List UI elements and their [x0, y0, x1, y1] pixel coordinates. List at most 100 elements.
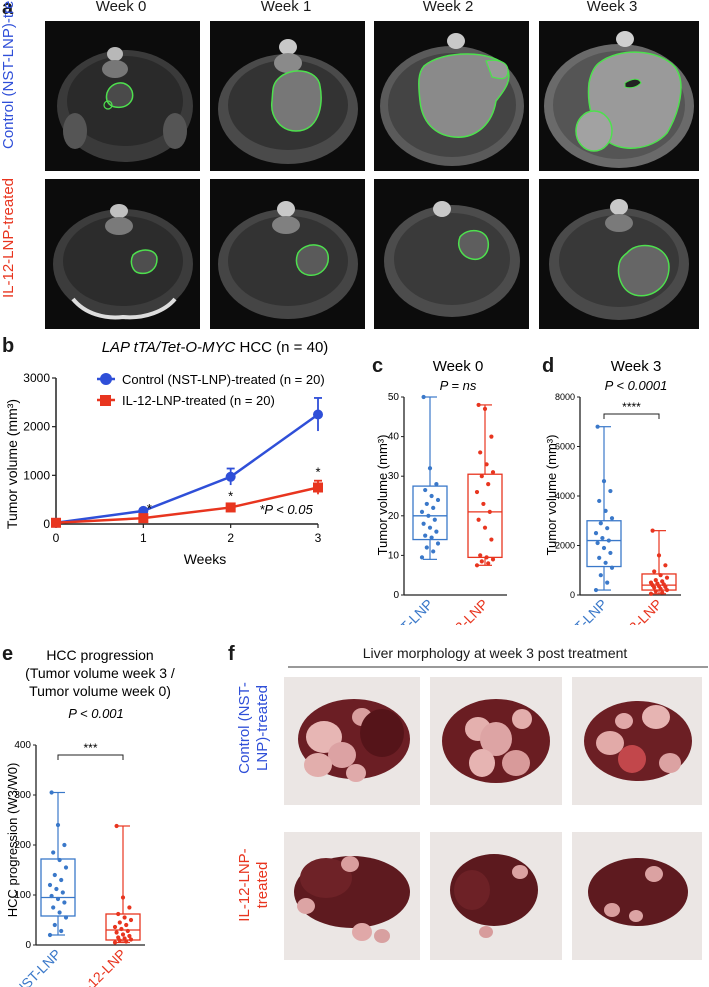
box-point: [476, 517, 481, 522]
box-ytick-label: 0: [393, 590, 399, 601]
box-point: [114, 930, 119, 935]
row-label-f-control-line1: Control (NST-: [236, 682, 253, 774]
chart-e-title-line1: HCC progression: [46, 647, 153, 663]
box-point: [419, 509, 425, 514]
box-point: [489, 537, 494, 542]
box-point: [112, 940, 118, 945]
box-iqr: [467, 473, 503, 559]
liver-photo-control-1: [284, 677, 420, 805]
box-iqr: [40, 858, 76, 917]
row-label-f-control: Control (NST- LNP)-treated: [236, 668, 276, 788]
box-point: [429, 493, 434, 499]
chart-b-xtick-label: 0: [53, 531, 60, 545]
chart-b-series-line-0: [55, 413, 319, 525]
box-point: [55, 896, 61, 902]
liver-photo-il12-1: [284, 832, 420, 960]
box-point: [660, 590, 665, 595]
box-category-label: IL-12-LNP: [609, 596, 665, 625]
box-point: [423, 533, 428, 538]
box-point: [603, 508, 608, 513]
mri-il12-week-1: [210, 179, 365, 329]
box-category-label: NST-LNP: [557, 596, 610, 625]
box-ytick-label: 30: [388, 471, 400, 482]
box-point: [648, 591, 654, 596]
panel-d-letter: d: [542, 355, 555, 377]
chart-b-point: [51, 517, 61, 528]
chart-c-title: Week 0: [433, 358, 484, 375]
panel-a-letter: a: [2, 0, 14, 19]
panel-e-letter: e: [2, 643, 14, 665]
box-ytick-label: 20: [388, 511, 400, 522]
box-point: [597, 498, 602, 504]
legend-control-label: Control (NST-LNP)-treated (n = 20): [122, 372, 325, 387]
box-point: [479, 559, 484, 564]
box-point: [52, 922, 57, 928]
box-significance-mark: ****: [622, 400, 641, 414]
mri-il12-week-0: [45, 179, 200, 329]
box-point: [57, 910, 62, 915]
box-point: [664, 587, 670, 593]
box-point: [427, 525, 433, 530]
box-point: [120, 895, 126, 900]
box-point: [609, 516, 615, 521]
box-point: [120, 932, 126, 937]
legend-il12-label: IL-12-LNP-treated (n = 20): [122, 393, 275, 408]
box-point: [426, 513, 431, 518]
chart-e-ylabel: HCC progression (W3/W0): [5, 763, 20, 918]
box-point: [112, 924, 118, 930]
box-point: [59, 877, 64, 883]
box-point: [62, 842, 67, 848]
chart-d-box: Week 3 P < 0.0001 Tumor volume (mm³) 0 20…: [544, 358, 681, 625]
box-point: [128, 917, 134, 923]
box-point: [421, 521, 426, 526]
box-point: [59, 928, 64, 934]
chart-b-xtick-label: 2: [227, 531, 234, 545]
box-point: [601, 545, 607, 551]
box-point: [652, 569, 657, 574]
mri-il12-week-2: [374, 179, 529, 329]
chart-c-box: Week 0 P = ns Tumor volume (mm³) 0 10 20 30…: [375, 358, 507, 625]
box-point: [595, 540, 600, 546]
box-point: [421, 394, 426, 400]
box-point: [487, 509, 492, 514]
chart-b-ylabel: Tumor volume (mm³): [4, 399, 20, 529]
box-ytick-label: 400: [14, 740, 31, 751]
box-point: [481, 501, 486, 507]
box-point: [51, 850, 56, 855]
liver-photo-il12-3: [572, 832, 702, 960]
chart-b-ytick-label: 1000: [23, 468, 50, 482]
box-point: [424, 545, 429, 550]
chart-b-point: [138, 513, 149, 524]
box-ytick-label: 4000: [555, 491, 575, 501]
chart-b-annotation: *P < 0.05: [259, 502, 313, 517]
chart-b-significance-mark: *: [315, 465, 320, 480]
box-ytick-label: 50: [388, 392, 400, 403]
box-category-label: IL-12-LNP: [73, 946, 129, 987]
box-point: [127, 905, 132, 910]
box-point: [663, 563, 668, 568]
chart-d-subtitle: P < 0.0001: [605, 378, 668, 393]
box-point: [601, 479, 607, 484]
chart-b-point: [313, 409, 323, 420]
chart-b-xtick-label: 3: [315, 531, 322, 545]
box-point: [655, 581, 660, 586]
chart-b-significance-mark: *: [147, 501, 152, 516]
row-label-f-il12-line2: treated: [254, 861, 271, 909]
box-point: [128, 937, 134, 942]
box-point: [47, 932, 53, 938]
box-significance-bracket: [603, 413, 660, 419]
box-ytick-label: 10: [388, 550, 400, 561]
chart-b-line: LAP tTA/Tet-O-MYC HCC (n = 40) 0 1000 2000…: [4, 339, 328, 567]
box-category-label: NST-LNP: [383, 596, 436, 625]
box-point: [656, 553, 662, 558]
liver-photo-control-3: [572, 677, 702, 805]
chart-b-series-line-1: [55, 486, 319, 525]
box-point: [60, 890, 65, 895]
box-point: [117, 920, 122, 925]
liver-photo-control-2: [430, 677, 562, 805]
box-point: [486, 482, 491, 487]
box-point: [650, 528, 655, 533]
box-point: [603, 560, 608, 565]
box-point: [484, 555, 489, 560]
box-point: [127, 933, 132, 939]
